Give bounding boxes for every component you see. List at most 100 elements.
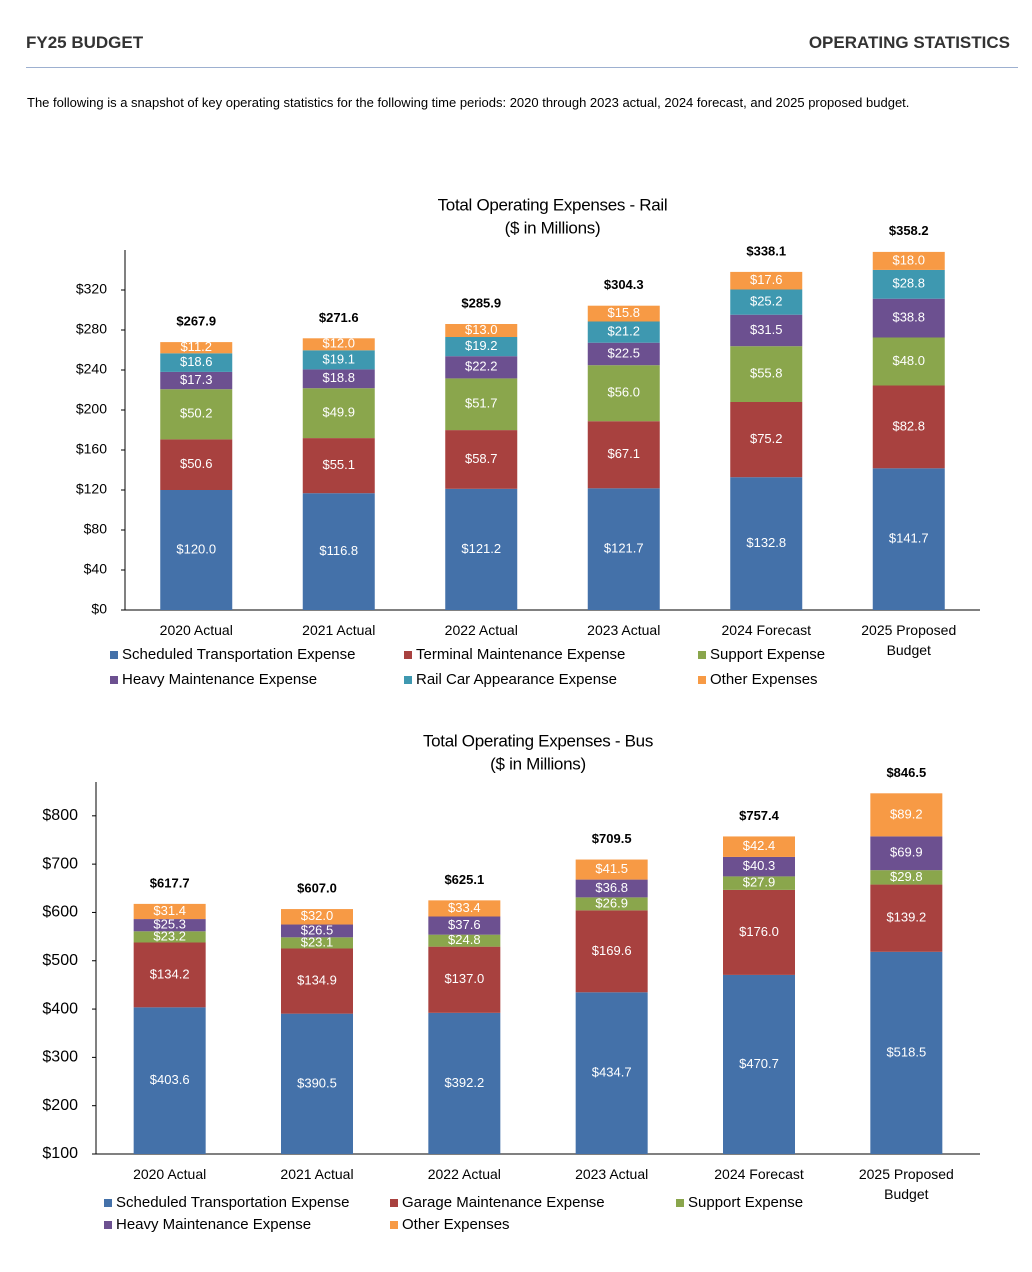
total-label: $625.1	[444, 872, 484, 887]
value-label: $25.2	[750, 294, 783, 309]
y-tick-label: $40	[84, 561, 108, 577]
value-label: $11.2	[180, 339, 212, 354]
legend-label: Heavy Maintenance Expense	[122, 671, 317, 688]
bar-segment	[428, 934, 501, 947]
bar-segment	[428, 946, 501, 1013]
x-tick-label: 2022 Actual	[444, 622, 518, 638]
value-label: $390.5	[297, 1075, 337, 1090]
value-label: $434.7	[592, 1065, 632, 1080]
bar-segment	[160, 342, 233, 354]
legend-label: Support Expense	[710, 646, 825, 663]
legend-swatch	[676, 1199, 684, 1207]
value-label: $55.1	[322, 457, 355, 472]
bar-segment	[872, 269, 945, 299]
category-label-box: 2020 Actual	[133, 1166, 207, 1182]
bar-segment	[575, 992, 648, 1154]
y-tick-label: $0	[91, 601, 107, 617]
chart-subtitle: ($ in Millions)	[505, 218, 601, 237]
value-label: $55.8	[750, 366, 783, 381]
x-tick-label: 2020 Actual	[133, 1166, 207, 1182]
header-right: OPERATING STATISTICS	[808, 33, 1010, 52]
chart-title: Total Operating Expenses - Bus	[423, 731, 653, 750]
category-label-box: 2025 Proposed Budget	[858, 1166, 954, 1202]
value-label: $169.6	[592, 943, 632, 958]
bar-segment	[281, 909, 353, 925]
value-label: $18.6	[180, 354, 213, 369]
value-label: $50.6	[180, 456, 213, 471]
value-label: $13.0	[465, 322, 498, 337]
bar-segment	[587, 421, 660, 489]
y-tick-label: $80	[84, 521, 108, 537]
bar-segment	[133, 903, 206, 920]
bar-segment	[587, 365, 660, 422]
legend-label: Other Expenses	[710, 671, 818, 688]
value-label: $32.0	[301, 908, 334, 923]
value-label: $120.0	[176, 541, 216, 556]
legend-swatch	[390, 1199, 398, 1207]
total-label: $358.2	[889, 223, 929, 238]
x-tick-label: 2021 Actual	[280, 1166, 354, 1182]
value-label: $89.2	[890, 806, 923, 821]
value-label: $139.2	[886, 910, 926, 925]
bar-segment	[723, 856, 795, 877]
category-label-box: 2022 Actual	[444, 622, 518, 638]
bar-segment	[587, 305, 660, 322]
value-label: $33.4	[448, 900, 481, 915]
bar-segment	[587, 321, 660, 343]
value-label: $37.6	[448, 917, 481, 932]
total-label: $617.7	[150, 875, 190, 890]
legend-label: Support Expense	[688, 1194, 803, 1211]
bar-segment	[302, 438, 375, 494]
value-label: $17.3	[180, 372, 213, 387]
bar-segment	[160, 353, 233, 372]
y-tick-label: $100	[42, 1145, 78, 1162]
x-tick-label: 2022 Actual	[427, 1166, 501, 1182]
value-label: $56.0	[607, 385, 640, 400]
value-label: $132.8	[746, 535, 786, 550]
total-label: $338.1	[746, 243, 786, 258]
bar-segment	[730, 289, 803, 315]
header-rule	[26, 67, 1018, 68]
value-label: $134.2	[150, 966, 190, 981]
total-label: $607.0	[297, 880, 337, 895]
bar-segment	[872, 385, 945, 469]
y-tick-label: $500	[42, 952, 78, 969]
bar-segment	[445, 378, 518, 431]
bar-segment	[302, 493, 375, 610]
bar-segment	[133, 942, 206, 1008]
total-label: $267.9	[176, 314, 216, 329]
value-label: $19.1	[322, 351, 355, 366]
bar-segment	[445, 324, 518, 337]
value-label: $67.1	[607, 446, 640, 461]
value-label: $27.9	[743, 875, 776, 890]
legend-swatch	[404, 651, 412, 659]
y-tick-label: $320	[76, 281, 107, 297]
total-label: $846.5	[886, 765, 926, 780]
value-label: $176.0	[739, 924, 779, 939]
bar-segment	[730, 477, 803, 610]
bar-segment	[445, 488, 518, 610]
bar-segment	[302, 338, 375, 351]
bar-segment	[723, 974, 795, 1154]
bar-segment	[730, 271, 803, 290]
bar-segment	[872, 337, 945, 386]
bar-segment	[587, 342, 660, 366]
bar-segment	[730, 314, 803, 347]
bar-segment	[870, 951, 943, 1154]
y-tick-label: $160	[76, 441, 107, 457]
value-label: $121.2	[461, 541, 501, 556]
value-label: $50.2	[180, 406, 213, 421]
legend-swatch	[404, 676, 412, 684]
legend-label: Heavy Maintenance Expense	[116, 1216, 311, 1233]
x-tick-label: 2025 Proposed Budget	[858, 1166, 954, 1202]
y-tick-label: $800	[42, 807, 78, 824]
bar-segment	[160, 389, 233, 440]
value-label: $17.6	[750, 272, 783, 287]
value-label: $137.0	[444, 971, 484, 986]
total-label: $757.4	[739, 808, 780, 823]
bar-segment	[870, 836, 943, 871]
value-label: $31.4	[153, 903, 186, 918]
value-label: $41.5	[595, 861, 628, 876]
chart-title: Total Operating Expenses - Rail	[438, 195, 668, 214]
bar-segment	[872, 298, 945, 338]
